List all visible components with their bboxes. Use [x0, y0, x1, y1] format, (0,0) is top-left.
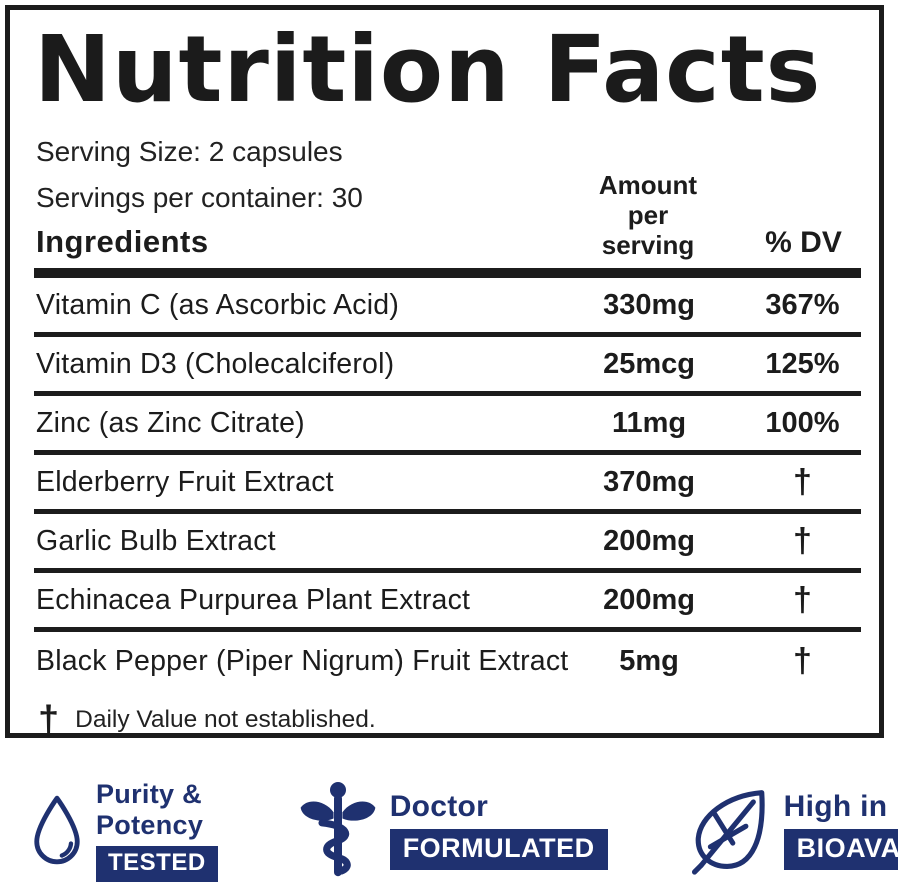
footnote-text: Daily Value not established. — [75, 706, 376, 734]
ingredient-name: Vitamin C (as Ascorbic Acid) — [36, 288, 400, 321]
doctor-formulated-text: Doctor FORMULATED — [389, 790, 608, 870]
tested-tag: TESTED — [96, 845, 218, 882]
table-row: Vitamin D3 (Cholecalciferol) 25mcg 125% — [34, 337, 861, 397]
purity-potency-badge: Purity & Potency TESTED — [30, 779, 218, 882]
ingredient-amount: 11mg — [611, 406, 687, 439]
ingredient-name: Echinacea Purpurea Plant Extract — [36, 583, 471, 616]
footnote: † Daily Value not established. — [38, 701, 863, 739]
amount-header-line1: Amount — [598, 170, 698, 201]
ingredient-name: Black Pepper (Piper Nigrum) Fruit Extrac… — [36, 645, 569, 678]
bioavailability-tag: BIOAVAILABILITY — [783, 829, 898, 870]
dv-column-header: % DV — [765, 226, 842, 260]
ingredient-amount: 5mg — [619, 645, 679, 678]
daily-value-not-established-dagger: † — [792, 642, 812, 681]
serving-size-text: Serving Size: 2 capsules — [36, 136, 343, 168]
daily-value-not-established-dagger: † — [792, 580, 812, 619]
ingredient-name: Garlic Bulb Extract — [36, 524, 276, 557]
servings-per-container-text: Servings per container: 30 — [36, 182, 363, 214]
caduceus-icon — [300, 782, 376, 877]
badge-title-line: Doctor — [389, 790, 489, 823]
ingredient-amount: 370mg — [603, 465, 695, 498]
ingredient-name: Zinc (as Zinc Citrate) — [36, 406, 305, 439]
badge-title-line: Purity & — [96, 778, 202, 809]
table-row: Zinc (as Zinc Citrate) 11mg 100% — [34, 396, 861, 456]
ingredient-dv: 125% — [765, 347, 840, 380]
table-header: Servings per container: 30 Ingredients A… — [32, 170, 863, 266]
certification-badges: Purity & Potency TESTED Doctor FORMULATE… — [0, 778, 898, 882]
ingredient-amount: 200mg — [603, 524, 695, 557]
ingredient-amount: 25mcg — [603, 347, 695, 380]
daily-value-not-established-dagger: † — [792, 462, 812, 501]
daily-value-not-established-dagger: † — [792, 521, 812, 560]
doctor-formulated-badge: Doctor FORMULATED — [298, 778, 608, 882]
page-title: Nutrition Facts — [34, 16, 822, 123]
table-row: Echinacea Purpurea Plant Extract 200mg † — [34, 573, 861, 633]
badge-title-line: Potency — [96, 809, 204, 840]
amount-header-line2: per serving — [601, 200, 695, 261]
table-row: Vitamin C (as Ascorbic Acid) 330mg 367% — [34, 278, 861, 338]
bioavailability-badge: High in BIOAVAILABILITY — [688, 784, 898, 876]
amount-column-header: Amount per serving — [578, 170, 718, 266]
leaf-icon — [691, 790, 765, 875]
ingredients-column-header: Ingredients — [36, 224, 209, 260]
ingredient-name: Elderberry Fruit Extract — [36, 465, 334, 498]
ingredient-name: Vitamin D3 (Cholecalciferol) — [36, 347, 395, 380]
header-left-column: Servings per container: 30 Ingredients — [32, 179, 578, 266]
ingredient-dv: 100% — [765, 406, 840, 439]
table-row: Garlic Bulb Extract 200mg † — [34, 514, 861, 574]
purity-potency-text: Purity & Potency TESTED — [96, 779, 218, 882]
formulated-tag: FORMULATED — [389, 829, 608, 870]
table-row: Black Pepper (Piper Nigrum) Fruit Extrac… — [34, 632, 861, 691]
water-drop-icon — [34, 795, 80, 865]
table-row: Elderberry Fruit Extract 370mg † — [34, 455, 861, 515]
dagger-icon: † — [38, 699, 60, 742]
ingredient-dv: 367% — [765, 288, 840, 321]
badge-title-line: High in — [783, 790, 888, 823]
nutrition-facts-panel: Nutrition Facts Serving Size: 2 capsules… — [5, 5, 884, 739]
ingredient-amount: 330mg — [603, 288, 695, 321]
ingredient-amount: 200mg — [603, 583, 695, 616]
header-divider-bar — [34, 268, 861, 279]
bioavailability-text: High in BIOAVAILABILITY — [783, 790, 898, 870]
